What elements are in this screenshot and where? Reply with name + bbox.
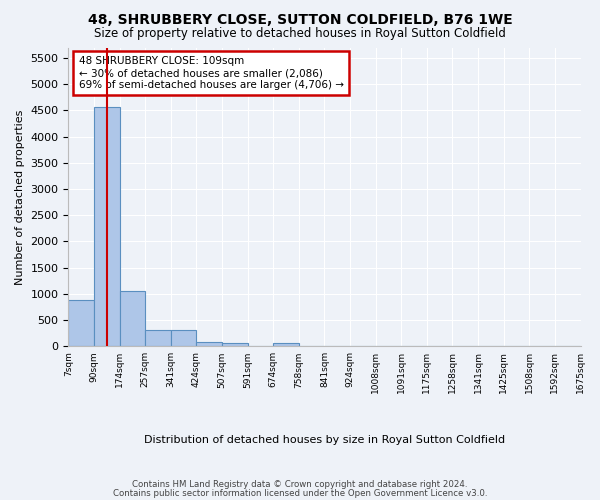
Bar	[273, 343, 299, 346]
Bar	[94, 108, 119, 346]
Bar	[171, 330, 196, 346]
Text: 48 SHRUBBERY CLOSE: 109sqm
← 30% of detached houses are smaller (2,086)
69% of s: 48 SHRUBBERY CLOSE: 109sqm ← 30% of deta…	[79, 56, 344, 90]
X-axis label: Distribution of detached houses by size in Royal Sutton Coldfield: Distribution of detached houses by size …	[144, 435, 505, 445]
Text: Size of property relative to detached houses in Royal Sutton Coldfield: Size of property relative to detached ho…	[94, 28, 506, 40]
Bar	[222, 343, 248, 346]
Bar	[119, 291, 145, 346]
Bar	[196, 342, 222, 346]
Bar	[68, 300, 94, 346]
Y-axis label: Number of detached properties: Number of detached properties	[15, 109, 25, 284]
Text: Contains HM Land Registry data © Crown copyright and database right 2024.: Contains HM Land Registry data © Crown c…	[132, 480, 468, 489]
Text: Contains public sector information licensed under the Open Government Licence v3: Contains public sector information licen…	[113, 488, 487, 498]
Text: 48, SHRUBBERY CLOSE, SUTTON COLDFIELD, B76 1WE: 48, SHRUBBERY CLOSE, SUTTON COLDFIELD, B…	[88, 12, 512, 26]
Bar	[145, 330, 171, 346]
